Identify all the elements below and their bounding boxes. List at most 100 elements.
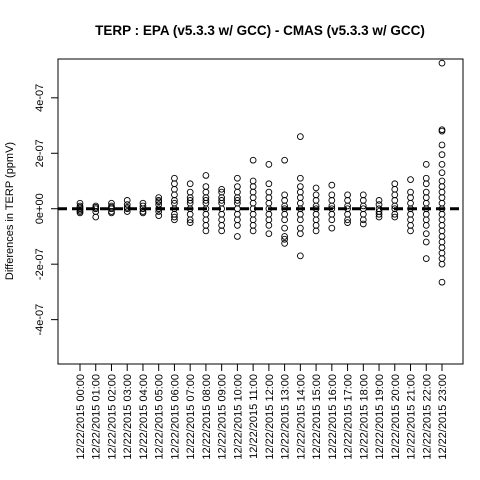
scatter-point (296, 199, 304, 207)
scatter-point (438, 227, 446, 235)
scatter-point (249, 183, 257, 190)
scatter-point (171, 185, 178, 193)
scatter-point (265, 230, 273, 238)
scatter-point (328, 197, 336, 204)
scatter-point (422, 238, 430, 246)
scatter-point (218, 222, 226, 229)
scatter-point (328, 210, 336, 218)
scatter-point (218, 227, 226, 235)
scatter-point (422, 255, 430, 262)
scatter-point (438, 244, 446, 251)
scatter-point (171, 191, 178, 199)
scatter-point (281, 216, 288, 224)
scatter-point (155, 194, 163, 201)
scatter-point (218, 197, 226, 204)
scatter-point (438, 194, 446, 201)
x-tick-label: 12/22/2015 06:00 (169, 374, 181, 460)
scatter-point (249, 227, 257, 235)
x-tick-label: 12/22/2015 18:00 (358, 374, 370, 460)
scatter-point (108, 199, 115, 207)
x-tick-label: 12/22/2015 08:00 (201, 374, 213, 460)
scatter-point (438, 233, 446, 240)
scatter-point (344, 191, 351, 199)
scatter-point (296, 188, 304, 196)
scatter-point (312, 227, 320, 235)
scatter-point (407, 176, 414, 183)
scatter-point (359, 216, 367, 224)
scatter-point (328, 181, 336, 189)
scatter-point (422, 194, 430, 201)
scatter-point (438, 169, 446, 177)
scatter-point (202, 216, 210, 224)
scatter-point (375, 213, 383, 221)
scatter-point (186, 219, 194, 226)
scatter-point (281, 156, 288, 164)
scatter-point (234, 199, 241, 207)
scatter-point (359, 220, 367, 228)
scatter-point (344, 219, 351, 226)
x-tick-label: 12/22/2015 14:00 (295, 374, 307, 460)
scatter-point (328, 191, 336, 199)
x-tick-label: 12/22/2015 03:00 (122, 374, 134, 460)
scatter-point (296, 230, 304, 238)
scatter-point (422, 180, 430, 188)
scatter-point (202, 227, 210, 235)
x-tick-label: 12/22/2015 07:00 (185, 374, 197, 460)
scatter-point (407, 188, 414, 196)
scatter-point (407, 227, 414, 235)
scatter-point (422, 174, 430, 182)
scatter-point (422, 216, 430, 224)
scatter-point (328, 224, 336, 232)
scatter-point (123, 208, 131, 215)
scatter-point (438, 238, 446, 246)
scatter-point (171, 216, 178, 224)
y-tick-label: -2e-07 (34, 248, 46, 280)
scatter-point (438, 141, 446, 149)
scatter-point (296, 194, 304, 201)
scatter-point (296, 210, 304, 218)
y-tick-label: 4e-07 (34, 84, 46, 112)
scatter-point (296, 133, 304, 140)
scatter-point (186, 197, 194, 204)
x-tick-label: 12/22/2015 01:00 (91, 374, 103, 460)
x-tick-label: 12/22/2015 21:00 (406, 374, 418, 460)
scatter-point (202, 222, 210, 229)
scatter-point (202, 188, 210, 196)
scatter-point (171, 180, 178, 188)
scatter-point (123, 197, 131, 204)
scatter-point (296, 252, 304, 260)
scatter-point (391, 213, 399, 221)
scatter-point (312, 216, 320, 224)
scatter-point (422, 161, 430, 168)
scatter-point (186, 216, 194, 224)
x-tick-label: 12/22/2015 13:00 (280, 374, 292, 460)
x-tick-label: 12/22/2015 12:00 (264, 374, 276, 460)
scatter-point (422, 188, 430, 196)
scatter-point (422, 199, 430, 207)
scatter-point (171, 199, 178, 207)
scatter-point (265, 210, 273, 218)
scatter-point (249, 194, 257, 201)
x-tick-label: 12/22/2015 11:00 (248, 374, 260, 459)
scatter-point (296, 216, 304, 224)
scatter-point (202, 183, 210, 190)
scatter-point (438, 199, 446, 207)
scatter-point (438, 210, 446, 218)
scatter-point (438, 222, 446, 229)
scatter-point (234, 210, 241, 218)
scatter-point (155, 197, 163, 204)
scatter-point (407, 222, 414, 229)
scatter-point (265, 188, 273, 196)
scatter-point (344, 210, 351, 218)
scatter-point (296, 174, 304, 182)
scatter-point (344, 202, 351, 210)
scatter-point (422, 222, 430, 229)
scatter-point (92, 213, 100, 221)
scatter-point (218, 199, 226, 207)
scatter-point (312, 191, 320, 199)
scatter-point (312, 222, 320, 229)
y-axis: -4e-07 -2e-07 0e+00 2e-07 4e-07 (34, 84, 59, 336)
scatter-point (218, 185, 226, 193)
scatter-point (249, 177, 257, 185)
